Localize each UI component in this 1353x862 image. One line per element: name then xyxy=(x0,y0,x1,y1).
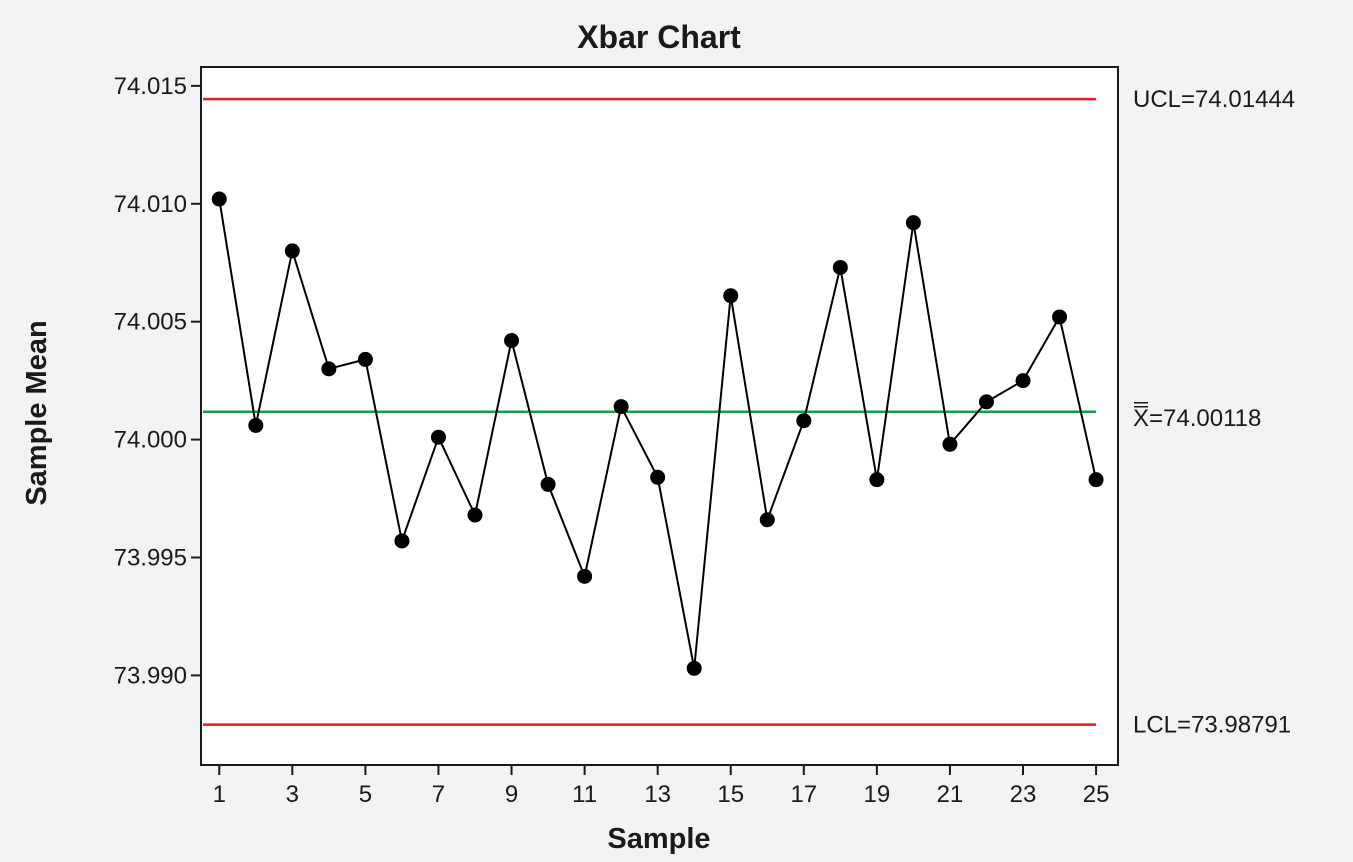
x-tick-label: 19 xyxy=(864,781,891,808)
data-point xyxy=(248,417,264,433)
x-tick-label: 17 xyxy=(790,781,817,808)
data-point xyxy=(686,660,702,676)
y-tick-label: 74.005 xyxy=(114,309,187,336)
x-tick-label: 13 xyxy=(644,781,671,808)
data-point xyxy=(1052,309,1068,325)
data-point xyxy=(1088,472,1104,488)
data-point xyxy=(1015,373,1031,389)
data-point xyxy=(284,243,300,259)
x-tick-label: 9 xyxy=(505,781,518,808)
control-lines: UCL=74.01444 X=74.00118 LCL=73.98791 xyxy=(203,86,1295,739)
data-point xyxy=(650,469,666,485)
data-point xyxy=(759,512,775,528)
x-tick-label: 23 xyxy=(1010,781,1037,808)
data-point xyxy=(577,568,593,584)
x-tick-label: 11 xyxy=(572,781,597,808)
data-point xyxy=(504,333,520,349)
lcl-label: LCL=73.98791 xyxy=(1133,712,1291,739)
series-sample-mean xyxy=(211,191,1104,676)
y-tick-label: 73.995 xyxy=(114,544,187,571)
x-axis-label: Sample xyxy=(607,823,710,855)
data-point xyxy=(723,288,739,304)
data-point xyxy=(430,429,446,445)
data-point xyxy=(905,215,921,231)
y-tick-label: 74.010 xyxy=(114,191,187,218)
x-tick-label: 5 xyxy=(359,781,372,808)
chart-title: Xbar Chart xyxy=(577,19,741,55)
data-point xyxy=(942,436,958,452)
data-point xyxy=(467,507,483,523)
data-point xyxy=(978,394,994,410)
x-tick-label: 15 xyxy=(717,781,744,808)
data-point xyxy=(357,351,373,367)
data-point xyxy=(796,413,812,429)
x-axis-ticks: 1 3 5 7 9 11 13 15 17 19 21 23 25 xyxy=(213,765,1110,808)
x-label: X=74.00118 xyxy=(1133,405,1261,432)
plot-area xyxy=(200,66,1119,766)
y-axis-label: Sample Mean xyxy=(21,320,53,505)
data-point xyxy=(540,476,556,492)
y-tick-label: 74.000 xyxy=(114,427,187,454)
y-tick-label: 74.015 xyxy=(114,73,187,100)
x-tick-label: 3 xyxy=(286,781,299,808)
data-point xyxy=(394,533,410,549)
data-point xyxy=(832,259,848,275)
data-point xyxy=(613,399,629,415)
x-tick-label: 1 xyxy=(213,781,226,808)
x-tick-label: 7 xyxy=(432,781,445,808)
x-tick-label: 25 xyxy=(1083,781,1110,808)
data-point xyxy=(211,191,227,207)
x-tick-label: 21 xyxy=(937,781,964,808)
data-point xyxy=(869,472,885,488)
y-tick-label: 73.990 xyxy=(114,662,187,689)
y-axis-ticks: 73.990 73.995 74.000 74.005 74.010 74.015 xyxy=(114,73,201,689)
ucl-label: UCL=74.01444 xyxy=(1133,86,1295,113)
data-point xyxy=(321,361,337,377)
